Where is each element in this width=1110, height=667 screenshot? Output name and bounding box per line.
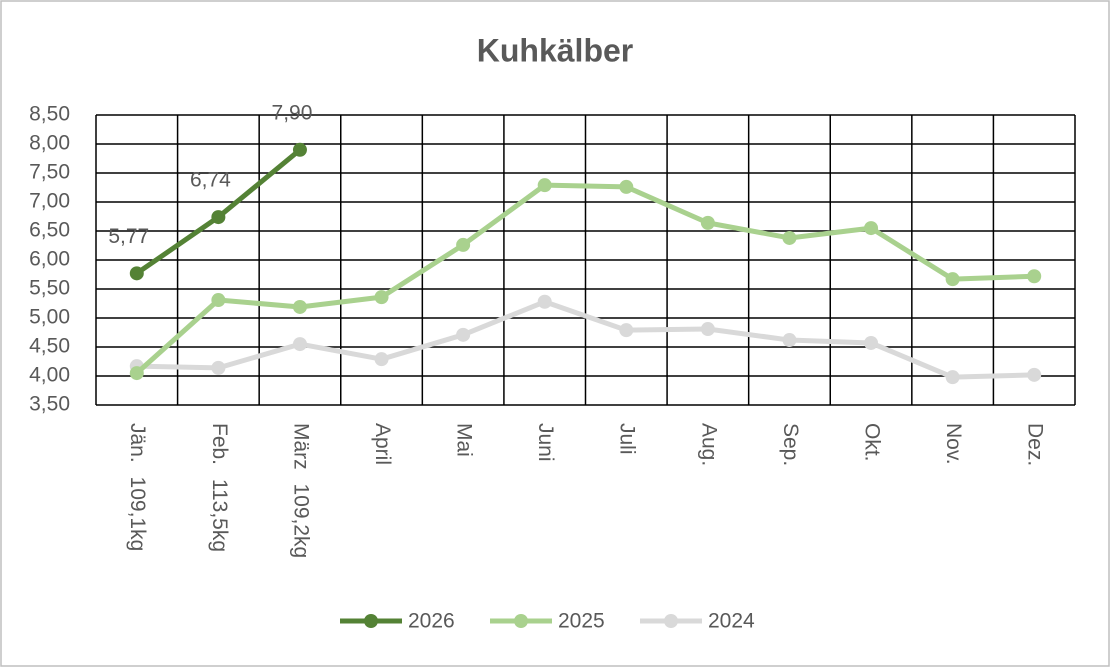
data-point — [945, 370, 960, 385]
x-tick-label: April — [371, 423, 394, 465]
series-line — [136, 299, 1035, 380]
data-point — [1027, 367, 1042, 382]
x-tick-label: Feb. 113,5kg — [208, 423, 231, 552]
x-tick-label: Jän. 109,1kg — [126, 423, 149, 551]
y-tick-label: 6,50 — [29, 219, 70, 242]
series-line — [135, 182, 1035, 375]
y-tick-label: 3,50 — [29, 393, 70, 416]
data-point — [211, 360, 226, 375]
y-tick-label: 8,50 — [29, 103, 70, 126]
data-point — [619, 179, 634, 194]
y-tick-label: 4,00 — [29, 364, 70, 387]
data-label: 7,90 — [272, 101, 313, 124]
data-point — [782, 230, 797, 245]
data-point — [456, 327, 471, 342]
x-tick-label: Dez. — [1024, 423, 1047, 466]
y-tick-label: 8,00 — [29, 132, 70, 155]
x-tick-label: März 109,2kg — [289, 423, 312, 558]
data-point — [700, 322, 715, 337]
y-tick-label: 4,50 — [29, 335, 70, 358]
y-tick-label: 6,00 — [29, 248, 70, 271]
legend-label: 2025 — [558, 610, 605, 633]
chart-title: Kuhkälber — [477, 32, 633, 68]
data-point — [129, 266, 144, 281]
legend-marker — [664, 614, 678, 628]
data-point — [945, 272, 960, 287]
data-point — [537, 294, 552, 309]
data-point — [864, 335, 879, 350]
data-point — [619, 323, 634, 338]
x-tick-label: Okt. — [860, 423, 883, 462]
x-tick-label: Aug. — [697, 423, 720, 466]
y-tick-label: 7,00 — [29, 190, 70, 213]
data-point — [456, 237, 471, 252]
legend-label: 2026 — [408, 610, 455, 633]
x-tick-label: Sep. — [779, 423, 802, 466]
y-tick-label: 7,50 — [29, 161, 70, 184]
data-point — [129, 366, 144, 381]
data-point — [292, 337, 307, 352]
data-point — [292, 299, 307, 314]
data-label: 5,77 — [108, 225, 149, 248]
data-point — [292, 142, 307, 157]
legend-marker — [364, 614, 378, 628]
y-tick-label: 5,50 — [29, 277, 70, 300]
legend-label: 2024 — [708, 610, 755, 633]
data-point — [374, 290, 389, 305]
data-point — [700, 215, 715, 230]
data-point — [374, 352, 389, 367]
data-point — [211, 210, 226, 225]
legend-marker — [514, 614, 528, 628]
data-point — [864, 221, 879, 236]
x-tick-label: Mai — [453, 423, 476, 457]
x-tick-label: Juni — [534, 423, 557, 462]
y-tick-label: 5,00 — [29, 306, 70, 329]
data-label: 6,74 — [190, 169, 231, 192]
data-point — [782, 333, 797, 348]
data-point — [1027, 269, 1042, 284]
data-point — [211, 293, 226, 308]
x-tick-label: Nov. — [942, 423, 965, 465]
x-tick-label: Juli — [616, 423, 639, 455]
data-point — [537, 178, 552, 193]
